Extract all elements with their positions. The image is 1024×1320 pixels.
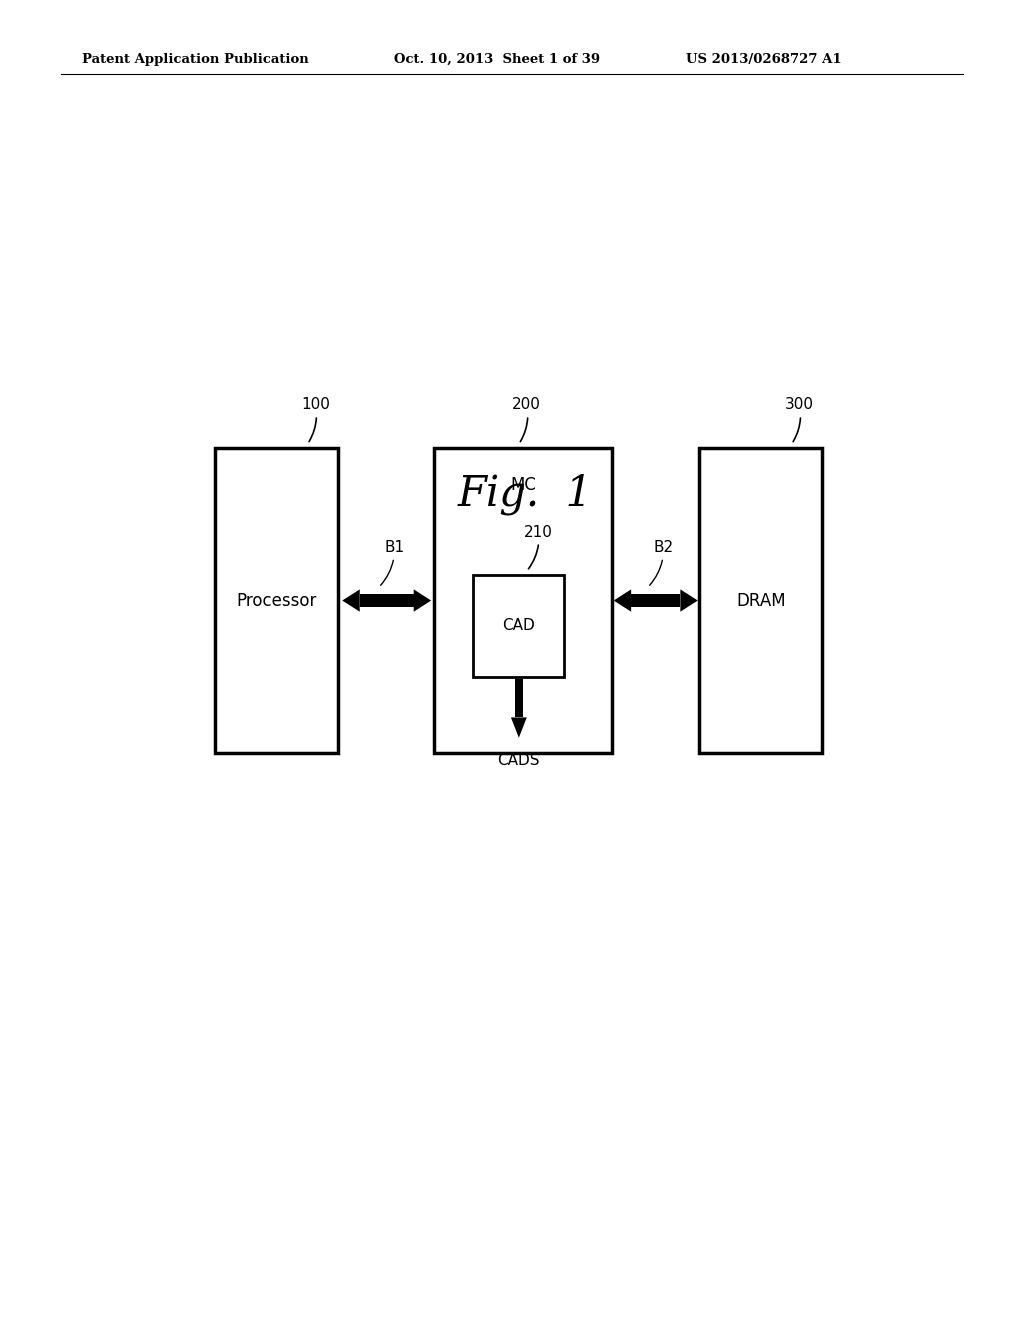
Text: 300: 300 [785, 397, 814, 442]
Polygon shape [511, 718, 526, 738]
Bar [699, 447, 822, 752]
Text: 100: 100 [301, 397, 330, 442]
Text: US 2013/0268727 A1: US 2013/0268727 A1 [686, 53, 842, 66]
Text: 210: 210 [524, 524, 553, 569]
Text: DRAM: DRAM [736, 591, 785, 610]
Text: Fig.  1: Fig. 1 [458, 473, 592, 515]
Text: Patent Application Publication: Patent Application Publication [82, 53, 308, 66]
Text: MC: MC [510, 475, 536, 494]
Polygon shape [613, 589, 631, 611]
Text: CADS: CADS [498, 752, 540, 768]
Text: B2: B2 [649, 540, 674, 585]
Polygon shape [680, 589, 697, 611]
Bar [473, 576, 564, 677]
Text: 200: 200 [512, 397, 542, 442]
Text: Processor: Processor [237, 591, 317, 610]
Bar [515, 678, 523, 718]
Bar [215, 447, 338, 752]
Text: B1: B1 [381, 540, 404, 585]
Polygon shape [342, 589, 359, 611]
Bar [359, 594, 414, 607]
Bar [433, 447, 612, 752]
Polygon shape [414, 589, 431, 611]
Text: CAD: CAD [503, 619, 536, 634]
Text: Oct. 10, 2013  Sheet 1 of 39: Oct. 10, 2013 Sheet 1 of 39 [394, 53, 600, 66]
Bar [631, 594, 680, 607]
